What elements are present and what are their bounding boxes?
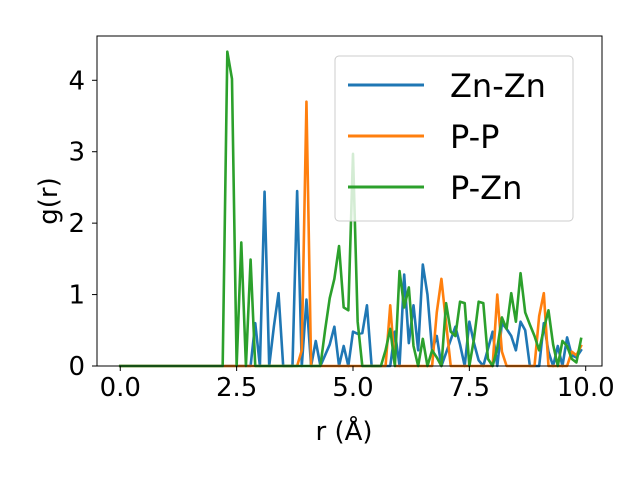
series-line-zn-zn [118,189,583,368]
legend: Zn-Zn P-P P-Zn [334,55,574,222]
legend-label-p-zn: P-Zn [450,169,522,207]
series-line-p-zn [118,50,583,368]
legend-label-p-p: P-P [450,118,499,156]
y-tick-label: 1 [68,281,85,311]
x-axis-label: r (Å) [315,415,372,447]
y-tick-label: 0 [68,352,85,382]
x-tick-label: 0.0 [100,373,141,403]
legend-label-zn-zn: Zn-Zn [450,67,546,105]
x-tick-label: 7.5 [449,373,490,403]
legend-box [334,55,574,222]
y-tick-label: 3 [68,138,85,168]
x-tick-label: 5.0 [332,373,373,403]
x-tick-label: 10.0 [557,373,615,403]
y-tick-label: 2 [68,209,85,239]
axes-layer: 0.0 2.5 5.0 7.5 10.0 0 1 2 3 4 [68,35,615,403]
x-tick-label: 2.5 [216,373,257,403]
plot-frame [96,35,603,367]
y-axis-label: g(r) [34,177,64,224]
y-tick-label: 4 [68,66,85,96]
